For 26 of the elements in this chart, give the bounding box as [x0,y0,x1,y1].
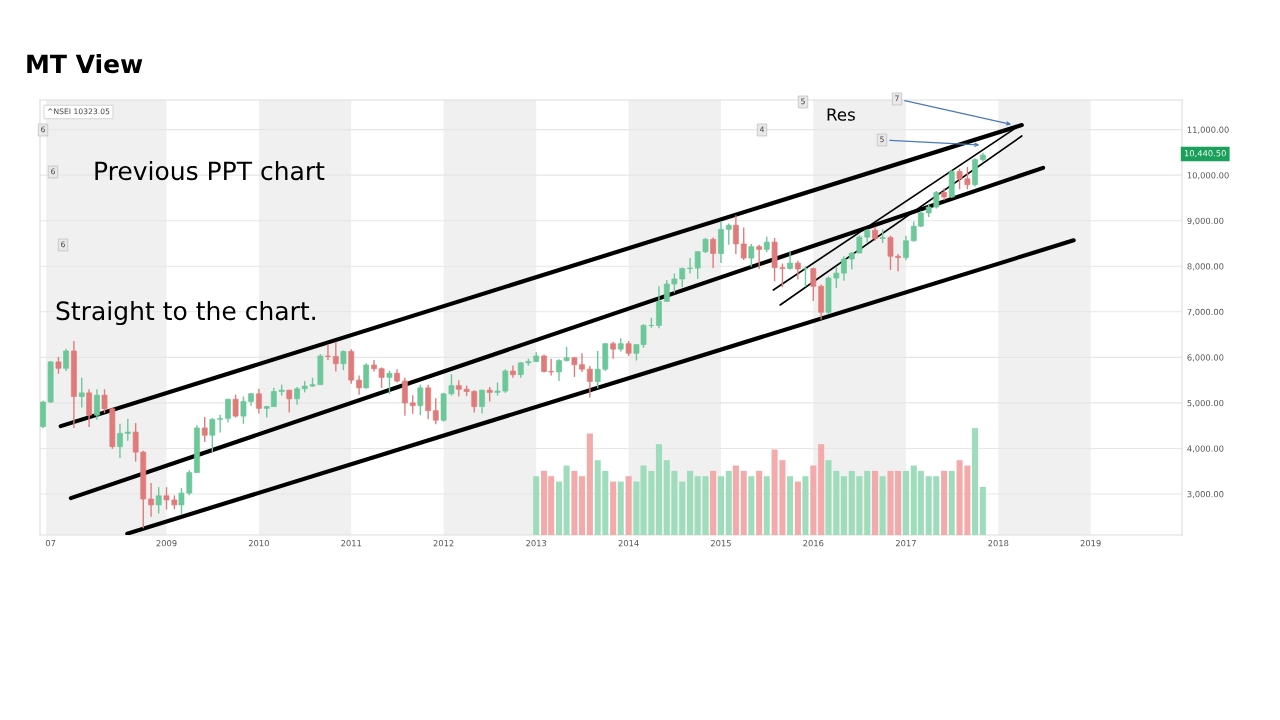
y-tick-label: 4,000.00 [1187,445,1224,453]
x-tick-label: 2013 [526,540,547,547]
x-tick-label: 2012 [433,540,454,547]
x-tick-label: 2018 [988,540,1009,547]
annotation: Straight to the chart. [56,300,315,326]
x-tick-label: 2016 [803,540,824,547]
y-tick-label: 6,000.00 [1187,354,1224,362]
annotation: Res [827,108,855,121]
x-tick-label: 2014 [618,540,639,547]
y-tick-label: 9,000.00 [1187,217,1224,225]
y-tick-label: 3,000.00 [1187,490,1224,499]
y-tick-label: 8,000.00 [1187,263,1224,271]
text: 10,440.50 [1184,150,1226,158]
annotation: Previous PPT chart [95,160,325,181]
x-tick-label: 2009 [156,540,177,547]
y-tick-label: 11,000.00 [1187,126,1229,134]
x-tick-label: 2019 [1080,540,1101,547]
x-tick-label: 2017 [895,540,916,547]
y-tick-label: 10,000.00 [1187,172,1229,180]
x-tick-label: 2011 [341,540,362,547]
x-tick-label: 2010 [248,540,269,547]
x-tick-label: 07 [45,540,56,547]
chart-title: MT View [27,53,143,74]
y-tick-label: 7,000.00 [1187,308,1224,316]
y-tick-label: 5,000.00 [1187,399,1224,408]
x-tick-label: 2015 [710,540,731,547]
